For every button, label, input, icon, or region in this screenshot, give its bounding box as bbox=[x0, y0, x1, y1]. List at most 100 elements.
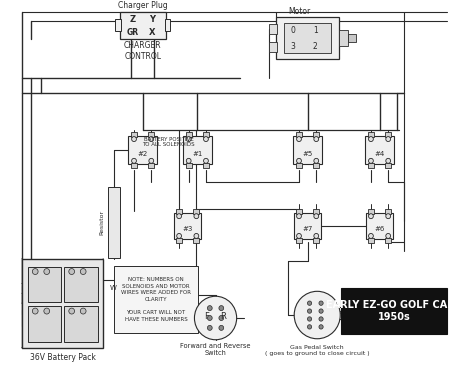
Circle shape bbox=[319, 309, 323, 313]
Circle shape bbox=[386, 136, 391, 141]
Circle shape bbox=[44, 269, 50, 274]
Circle shape bbox=[203, 158, 209, 163]
Circle shape bbox=[308, 309, 312, 313]
Bar bbox=[368, 238, 374, 243]
Bar bbox=[385, 238, 391, 243]
Bar bbox=[27, 266, 61, 302]
Text: #5: #5 bbox=[302, 151, 313, 157]
Text: #1: #1 bbox=[192, 151, 202, 157]
Bar bbox=[269, 25, 277, 34]
Bar bbox=[276, 17, 339, 59]
Bar bbox=[385, 163, 391, 168]
Circle shape bbox=[186, 158, 191, 163]
Circle shape bbox=[194, 214, 199, 218]
Text: 36V Battery Pack: 36V Battery Pack bbox=[29, 353, 95, 362]
Bar bbox=[348, 34, 356, 42]
Bar bbox=[313, 163, 319, 168]
Bar bbox=[27, 306, 61, 342]
Circle shape bbox=[308, 317, 312, 321]
Bar bbox=[313, 209, 319, 214]
Text: 3: 3 bbox=[291, 42, 296, 51]
Text: OFF: OFF bbox=[340, 311, 352, 316]
Circle shape bbox=[314, 136, 319, 141]
Bar bbox=[385, 132, 391, 137]
Circle shape bbox=[297, 158, 301, 163]
Circle shape bbox=[319, 301, 323, 305]
Circle shape bbox=[203, 136, 209, 141]
Text: Y: Y bbox=[149, 15, 155, 24]
Bar bbox=[131, 132, 137, 137]
Circle shape bbox=[319, 317, 323, 321]
Bar bbox=[203, 163, 209, 168]
Bar bbox=[296, 132, 302, 137]
Circle shape bbox=[132, 158, 137, 163]
Circle shape bbox=[208, 306, 212, 311]
Bar bbox=[22, 259, 103, 348]
Circle shape bbox=[297, 136, 301, 141]
Circle shape bbox=[319, 325, 323, 329]
Text: Forward and Reverse
Switch: Forward and Reverse Switch bbox=[180, 343, 251, 356]
Circle shape bbox=[308, 301, 312, 305]
Circle shape bbox=[369, 234, 374, 239]
Text: Charger Plug: Charger Plug bbox=[118, 1, 167, 10]
Circle shape bbox=[44, 308, 50, 314]
Circle shape bbox=[208, 325, 212, 330]
Bar bbox=[365, 136, 394, 164]
Circle shape bbox=[386, 158, 391, 163]
Circle shape bbox=[132, 136, 137, 141]
Text: NOTE: NUMBERS ON
SOLENOIDS AND MOTOR
WIRES WERE ADDED FOR
CLARITY

YOUR CART WIL: NOTE: NUMBERS ON SOLENOIDS AND MOTOR WIR… bbox=[121, 277, 191, 322]
Bar bbox=[176, 238, 182, 243]
Bar bbox=[174, 213, 201, 239]
Bar bbox=[183, 136, 212, 164]
Text: X: X bbox=[149, 28, 155, 37]
Circle shape bbox=[314, 214, 319, 218]
Circle shape bbox=[308, 325, 312, 329]
Bar bbox=[164, 20, 171, 31]
Bar bbox=[339, 30, 348, 46]
Text: 1: 1 bbox=[313, 26, 318, 35]
Bar bbox=[114, 266, 198, 333]
Bar bbox=[296, 238, 302, 243]
Bar bbox=[368, 209, 374, 214]
Circle shape bbox=[80, 269, 86, 274]
Bar bbox=[193, 209, 199, 214]
Circle shape bbox=[369, 214, 374, 218]
Circle shape bbox=[186, 136, 191, 141]
Bar bbox=[119, 12, 166, 39]
Text: #3: #3 bbox=[182, 226, 193, 232]
Text: W: W bbox=[109, 285, 116, 291]
Circle shape bbox=[194, 296, 237, 340]
Bar bbox=[269, 42, 277, 52]
Bar bbox=[186, 132, 191, 137]
Circle shape bbox=[69, 308, 74, 314]
Circle shape bbox=[219, 306, 224, 311]
Circle shape bbox=[177, 234, 182, 239]
Bar bbox=[108, 186, 119, 258]
Bar bbox=[193, 238, 199, 243]
Circle shape bbox=[80, 308, 86, 314]
Text: Gas Pedal Switch
( goes to ground to close circuit ): Gas Pedal Switch ( goes to ground to clo… bbox=[265, 345, 370, 356]
Circle shape bbox=[208, 316, 212, 321]
Bar bbox=[368, 132, 374, 137]
Circle shape bbox=[177, 214, 182, 218]
Bar bbox=[131, 163, 137, 168]
Circle shape bbox=[294, 291, 340, 339]
Text: Resistor: Resistor bbox=[100, 209, 105, 235]
Text: #4: #4 bbox=[374, 151, 385, 157]
Circle shape bbox=[219, 316, 224, 321]
Circle shape bbox=[314, 158, 319, 163]
Bar bbox=[64, 306, 98, 342]
Bar bbox=[385, 209, 391, 214]
Circle shape bbox=[149, 136, 154, 141]
Circle shape bbox=[386, 214, 391, 218]
Circle shape bbox=[369, 158, 374, 163]
Text: BATTERY POSITIVE
TO ALL SOLENOIDS: BATTERY POSITIVE TO ALL SOLENOIDS bbox=[142, 136, 195, 147]
Text: GR: GR bbox=[127, 28, 139, 37]
Bar bbox=[128, 136, 157, 164]
Circle shape bbox=[219, 325, 224, 330]
Circle shape bbox=[32, 269, 38, 274]
Text: CHARGER
CONTROL: CHARGER CONTROL bbox=[124, 42, 162, 61]
Text: 2: 2 bbox=[313, 42, 318, 51]
Bar bbox=[176, 209, 182, 214]
Circle shape bbox=[32, 308, 38, 314]
